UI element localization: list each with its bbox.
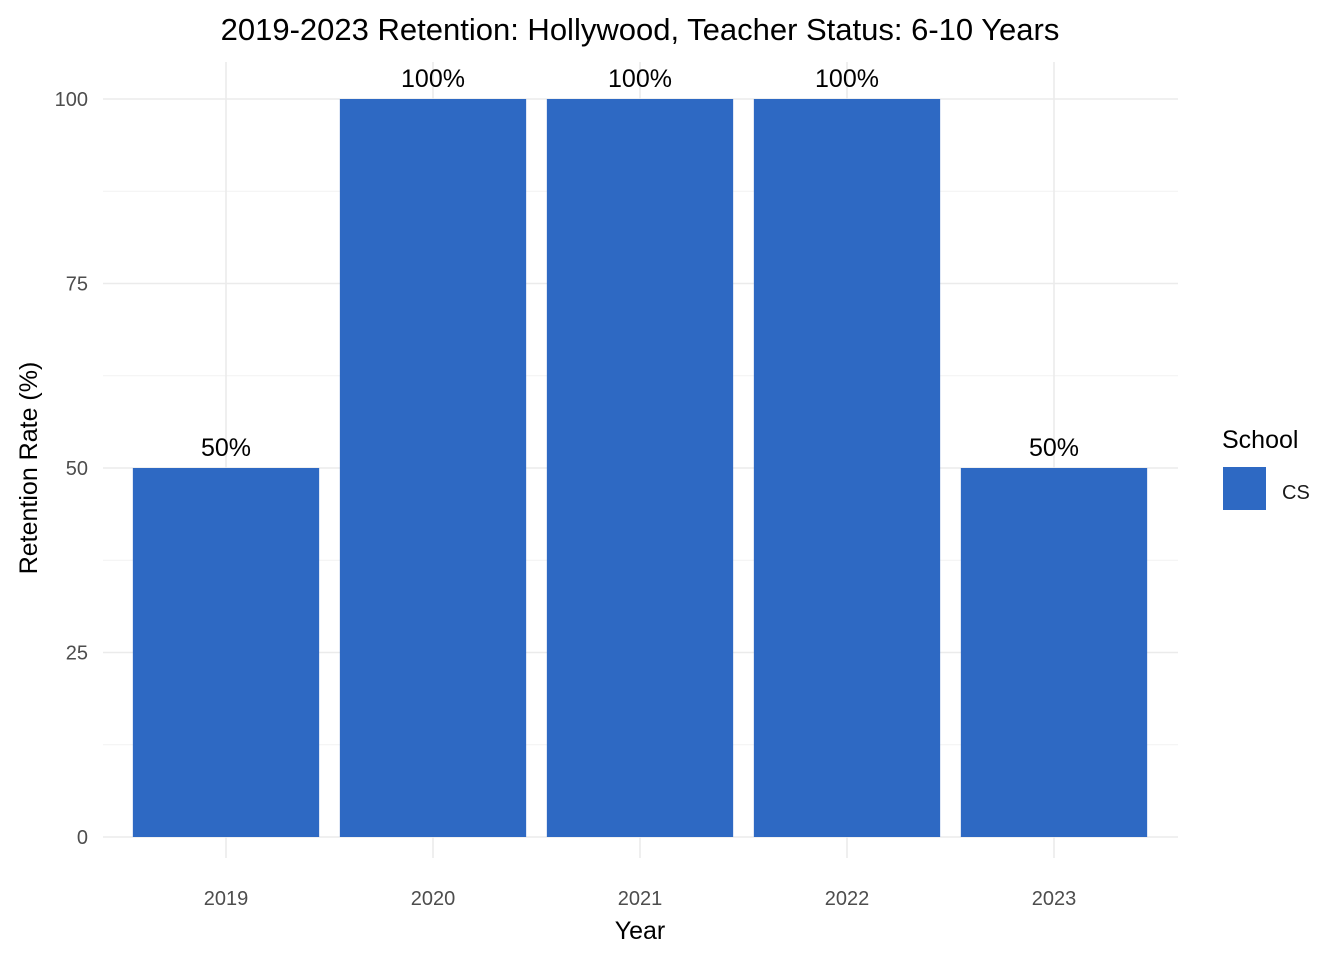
y-tick-label: 100: [55, 89, 88, 111]
chart-title: 2019-2023 Retention: Hollywood, Teacher …: [221, 12, 1060, 47]
y-tick-label: 25: [66, 643, 88, 665]
legend-label-cs: CS: [1282, 482, 1310, 504]
x-tick-label: 2019: [204, 888, 249, 910]
legend-key-cs: [1223, 467, 1266, 510]
data-label-2022: 100%: [815, 65, 879, 93]
bar-2022: [753, 99, 941, 837]
y-tick-label: 75: [66, 274, 88, 296]
y-axis-tick-labels: 0 25 50 75 100: [55, 89, 88, 849]
bar-2019: [132, 468, 320, 837]
bar-2021: [546, 99, 734, 837]
data-labels: 50% 100% 100% 100% 50%: [201, 65, 1079, 462]
x-tick-label: 2022: [825, 888, 870, 910]
data-label-2020: 100%: [401, 65, 465, 93]
y-tick-label: 50: [66, 458, 88, 480]
data-label-2023: 50%: [1029, 434, 1079, 462]
x-axis-tick-labels: 2019 2020 2021 2022 2023: [204, 888, 1077, 910]
bars: [132, 99, 1148, 837]
y-tick-label: 0: [77, 827, 88, 849]
x-tick-label: 2020: [411, 888, 456, 910]
data-label-2019: 50%: [201, 434, 251, 462]
x-axis-title: Year: [615, 917, 666, 945]
bar-2023: [960, 468, 1148, 837]
x-tick-label: 2023: [1032, 888, 1077, 910]
bar-2020: [339, 99, 527, 837]
y-axis-title: Retention Rate (%): [15, 362, 43, 575]
legend-title: School: [1222, 426, 1298, 454]
legend: School CS: [1222, 426, 1310, 510]
x-tick-label: 2021: [618, 888, 663, 910]
data-label-2021: 100%: [608, 65, 672, 93]
